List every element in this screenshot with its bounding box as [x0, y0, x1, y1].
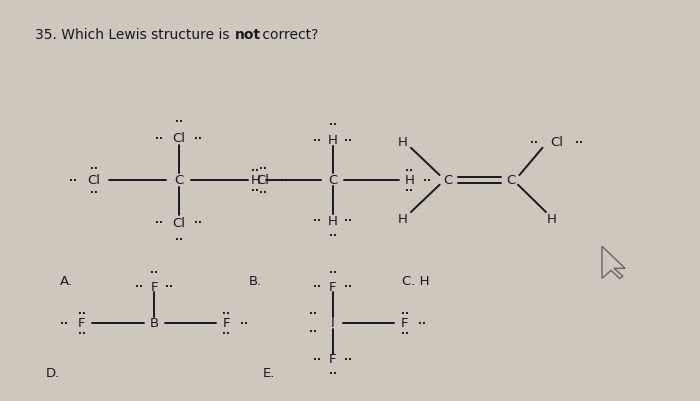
- Text: ··: ··: [309, 326, 317, 336]
- Text: ··: ··: [155, 134, 163, 143]
- Text: A.: A.: [60, 274, 73, 287]
- Text: H: H: [398, 212, 407, 225]
- Text: ··: ··: [419, 318, 426, 328]
- Text: H: H: [398, 136, 407, 149]
- Text: ··: ··: [251, 186, 260, 195]
- Text: ··: ··: [155, 218, 163, 227]
- Text: H: H: [547, 212, 556, 225]
- Text: ··: ··: [90, 164, 98, 173]
- Text: C: C: [174, 174, 183, 187]
- Text: E.: E.: [262, 367, 275, 379]
- Text: B: B: [149, 316, 159, 329]
- Text: ··: ··: [530, 138, 538, 147]
- Text: I: I: [330, 316, 335, 329]
- Text: F: F: [401, 316, 409, 329]
- Text: ··: ··: [328, 368, 337, 378]
- Text: F: F: [78, 316, 85, 329]
- Text: ··: ··: [313, 136, 321, 145]
- Text: ··: ··: [401, 308, 409, 318]
- Text: D.: D.: [46, 367, 60, 379]
- Text: not: not: [234, 28, 260, 42]
- Text: ··: ··: [194, 134, 202, 143]
- Text: C. H: C. H: [402, 274, 430, 287]
- Text: ··: ··: [251, 166, 260, 175]
- Text: ··: ··: [328, 231, 337, 241]
- Text: ··: ··: [194, 218, 202, 227]
- Text: ··: ··: [344, 216, 352, 225]
- Text: Cl: Cl: [172, 216, 185, 229]
- Text: Cl: Cl: [172, 132, 185, 145]
- Text: ··: ··: [234, 176, 242, 185]
- Text: ··: ··: [223, 308, 230, 318]
- Text: correct?: correct?: [258, 28, 318, 42]
- Text: ··: ··: [134, 282, 143, 292]
- Text: ··: ··: [344, 282, 352, 292]
- Text: ··: ··: [78, 328, 85, 338]
- Text: H: H: [328, 214, 337, 227]
- Text: ··: ··: [90, 188, 98, 197]
- Text: ··: ··: [328, 268, 337, 277]
- Text: ··: ··: [313, 216, 321, 225]
- Text: C: C: [443, 174, 453, 187]
- Text: F: F: [150, 280, 158, 293]
- Text: C: C: [506, 174, 516, 187]
- Text: ··: ··: [328, 120, 337, 130]
- Text: Cl: Cl: [550, 136, 563, 149]
- Text: ··: ··: [280, 176, 288, 185]
- Text: ··: ··: [165, 282, 174, 292]
- Text: ··: ··: [223, 328, 230, 338]
- Text: ··: ··: [423, 176, 431, 185]
- Text: ··: ··: [174, 235, 183, 244]
- Text: ··: ··: [313, 282, 321, 292]
- Text: F: F: [329, 352, 336, 365]
- Text: ··: ··: [240, 318, 248, 328]
- Text: ··: ··: [401, 328, 409, 338]
- Text: ··: ··: [78, 308, 85, 318]
- Text: 35. Which Lewis structure is: 35. Which Lewis structure is: [35, 28, 234, 42]
- Text: C: C: [328, 174, 337, 187]
- Text: ··: ··: [259, 164, 267, 173]
- Text: ··: ··: [405, 186, 414, 195]
- Text: ··: ··: [60, 318, 68, 328]
- Text: ··: ··: [313, 354, 321, 364]
- Text: ··: ··: [344, 354, 352, 364]
- Text: H: H: [328, 134, 337, 147]
- Text: ··: ··: [150, 268, 158, 277]
- Text: ··: ··: [405, 166, 414, 175]
- Text: B.: B.: [248, 274, 262, 287]
- Text: ··: ··: [69, 176, 77, 185]
- Text: F: F: [329, 280, 336, 293]
- Text: ··: ··: [575, 138, 583, 147]
- Text: Cl: Cl: [256, 174, 270, 187]
- Text: H: H: [251, 174, 260, 187]
- Text: ··: ··: [259, 188, 267, 197]
- Text: ··: ··: [344, 136, 352, 145]
- Text: Cl: Cl: [88, 174, 101, 187]
- Text: ··: ··: [174, 117, 183, 126]
- Text: F: F: [223, 316, 230, 329]
- Text: H: H: [405, 174, 414, 187]
- Text: ··: ··: [309, 308, 317, 318]
